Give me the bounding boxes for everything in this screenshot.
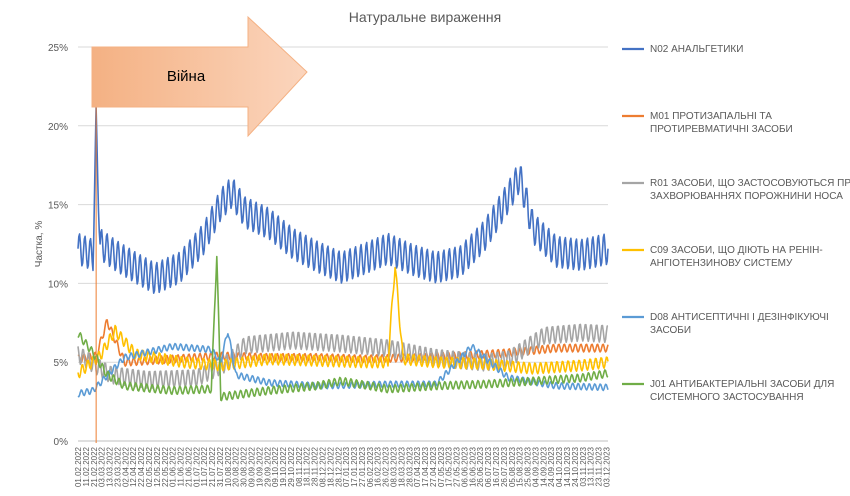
x-tick-label: 06.02.2023 <box>366 446 375 487</box>
x-tick-label: 12.05.2022 <box>153 446 162 487</box>
x-tick-label: 03.12.2023 <box>602 446 611 487</box>
war-arrow <box>91 15 308 138</box>
x-tick-label: 13.11.2023 <box>587 446 596 486</box>
y-axis-label: Частка, % <box>34 221 45 268</box>
x-tick-label: 31.07.2022 <box>216 446 225 487</box>
x-tick-label: 03.03.2022 <box>98 446 107 487</box>
x-tick-label: 17.04.2023 <box>421 446 430 487</box>
y-ticks: 0% 5% 10% 15% 20% 25% <box>48 43 68 448</box>
x-tick-label: 21.07.2022 <box>208 446 217 487</box>
x-tick-label: 11.06.2022 <box>177 446 186 486</box>
x-tick-label: 16.07.2023 <box>492 446 501 487</box>
x-tick-label: 02.05.2022 <box>145 446 154 487</box>
x-tick-label: 29.09.2022 <box>263 446 272 487</box>
legend-label: J01 АНТИБАКТЕРІАЛЬНІ ЗАСОБИ ДЛЯ СИСТЕМНОГ… <box>650 379 834 403</box>
x-tick-label: 01.07.2022 <box>192 446 201 487</box>
x-tick-label: 18.12.2022 <box>326 446 335 487</box>
x-tick-label: 11.02.2022 <box>82 446 91 486</box>
x-tick-label: 15.08.2023 <box>516 446 525 487</box>
x-tick-label: 30.08.2022 <box>240 446 249 487</box>
x-tick-label: 22.04.2022 <box>137 446 146 487</box>
y-tick-label: 5% <box>54 358 69 369</box>
x-tick-label: 20.08.2022 <box>232 446 241 487</box>
x-tick-label: 14.10.2023 <box>563 446 572 487</box>
x-tick-label: 08.12.2022 <box>318 446 327 487</box>
x-tick-label: 02.04.2022 <box>121 446 130 487</box>
x-tick-label: 23.03.2022 <box>113 446 122 487</box>
x-tick-label: 19.09.2022 <box>255 446 264 487</box>
legend-label: N02 АНАЛЬГЕТИКИ <box>650 44 743 55</box>
x-tick-label: 07.01.2023 <box>342 446 351 487</box>
legend-label: M01 ПРОТИЗАПАЛЬНІ ТА ПРОТИРЕВМАТИЧНІ ЗАСО… <box>650 111 793 135</box>
series-line <box>77 323 609 389</box>
x-tick-label: 27.01.2023 <box>358 446 367 487</box>
x-tick-label: 09.10.2022 <box>271 446 280 487</box>
x-tick-label: 21.06.2022 <box>184 446 193 487</box>
x-tick-label: 26.02.2023 <box>382 446 391 487</box>
legend: N02 АНАЛЬГЕТИКИ M01 ПРОТИЗАПАЛЬНІ ТА ПРОТИ… <box>622 44 850 403</box>
legend-label: C09 ЗАСОБИ, ЩО ДІЮТЬ НА РЕНІН-АНГІОТЕНЗИ… <box>650 245 823 269</box>
x-tick-label: 06.06.2023 <box>460 446 469 487</box>
x-tick-label: 29.10.2022 <box>287 446 296 487</box>
series-line <box>77 333 609 398</box>
x-tick-label: 13.03.2022 <box>106 446 115 487</box>
legend-label: R01 ЗАСОБИ, ЩО ЗАСТОСОВУЮТЬСЯ ПРИ ЗАХВОРЮ… <box>650 178 850 202</box>
x-tick-label: 16.02.2023 <box>374 446 383 487</box>
y-tick-label: 0% <box>54 437 69 448</box>
x-tick-label: 26.07.2023 <box>500 446 509 487</box>
x-tick-label: 06.07.2023 <box>484 446 493 487</box>
x-tick-label: 28.11.2022 <box>311 446 320 486</box>
y-tick-label: 15% <box>48 201 68 212</box>
x-tick-label: 18.03.2023 <box>397 446 406 487</box>
x-tick-label: 17.05.2023 <box>445 446 454 487</box>
war-annotation: Війна <box>91 15 308 443</box>
x-tick-label: 21.02.2022 <box>90 446 99 487</box>
x-tick-label: 05.08.2023 <box>508 446 517 487</box>
x-tick-label: 18.11.2022 <box>303 446 312 486</box>
y-tick-label: 25% <box>48 43 68 54</box>
x-tick-label: 14.09.2023 <box>539 446 548 487</box>
x-tick-label: 07.05.2023 <box>437 446 446 487</box>
series-lines <box>77 106 609 402</box>
y-tick-label: 10% <box>48 279 68 290</box>
x-tick-label: 08.11.2022 <box>295 446 304 486</box>
x-tick-label: 17.01.2023 <box>350 446 359 487</box>
x-tick-label: 04.09.2023 <box>531 446 540 487</box>
x-tick-label: 04.10.2023 <box>555 446 564 487</box>
y-tick-label: 20% <box>48 122 68 133</box>
x-tick-label: 08.03.2023 <box>389 446 398 487</box>
x-tick-label: 24.10.2023 <box>571 446 580 487</box>
x-tick-label: 11.07.2022 <box>200 446 209 486</box>
x-tick-label: 23.11.2023 <box>595 446 604 486</box>
x-tick-label: 24.09.2023 <box>547 446 556 487</box>
x-tick-label: 28.03.2023 <box>405 446 414 487</box>
war-label: Війна <box>167 68 206 85</box>
x-tick-label: 10.08.2022 <box>224 446 233 487</box>
x-tick-label: 19.10.2022 <box>279 446 288 487</box>
x-tick-label: 25.08.2023 <box>524 446 533 487</box>
x-tick-label: 27.04.2023 <box>429 446 438 487</box>
series-line <box>77 255 609 402</box>
x-tick-label: 09.09.2022 <box>248 446 257 487</box>
x-tick-label: 03.11.2023 <box>579 446 588 486</box>
x-tick-label: 26.06.2023 <box>476 446 485 487</box>
x-tick-label: 12.04.2022 <box>129 446 138 487</box>
x-tick-label: 28.12.2022 <box>334 446 343 487</box>
x-tick-label: 01.06.2022 <box>169 446 178 487</box>
x-tick-label: 07.04.2023 <box>413 446 422 487</box>
x-tick-label: 01.02.2022 <box>74 446 83 487</box>
x-ticks: 01.02.202211.02.202221.02.202203.03.2022… <box>74 446 611 487</box>
chart-title: Натуральне вираження <box>349 9 501 25</box>
series-line <box>77 106 609 294</box>
x-tick-label: 27.05.2023 <box>453 446 462 487</box>
series-line <box>77 266 609 379</box>
x-tick-label: 16.06.2023 <box>468 446 477 487</box>
x-tick-label: 22.05.2022 <box>161 446 170 487</box>
legend-label: D08 АНТИСЕПТИЧНІ І ДЕЗІНФІКУЮЧІ ЗАСОБИ <box>650 312 829 336</box>
